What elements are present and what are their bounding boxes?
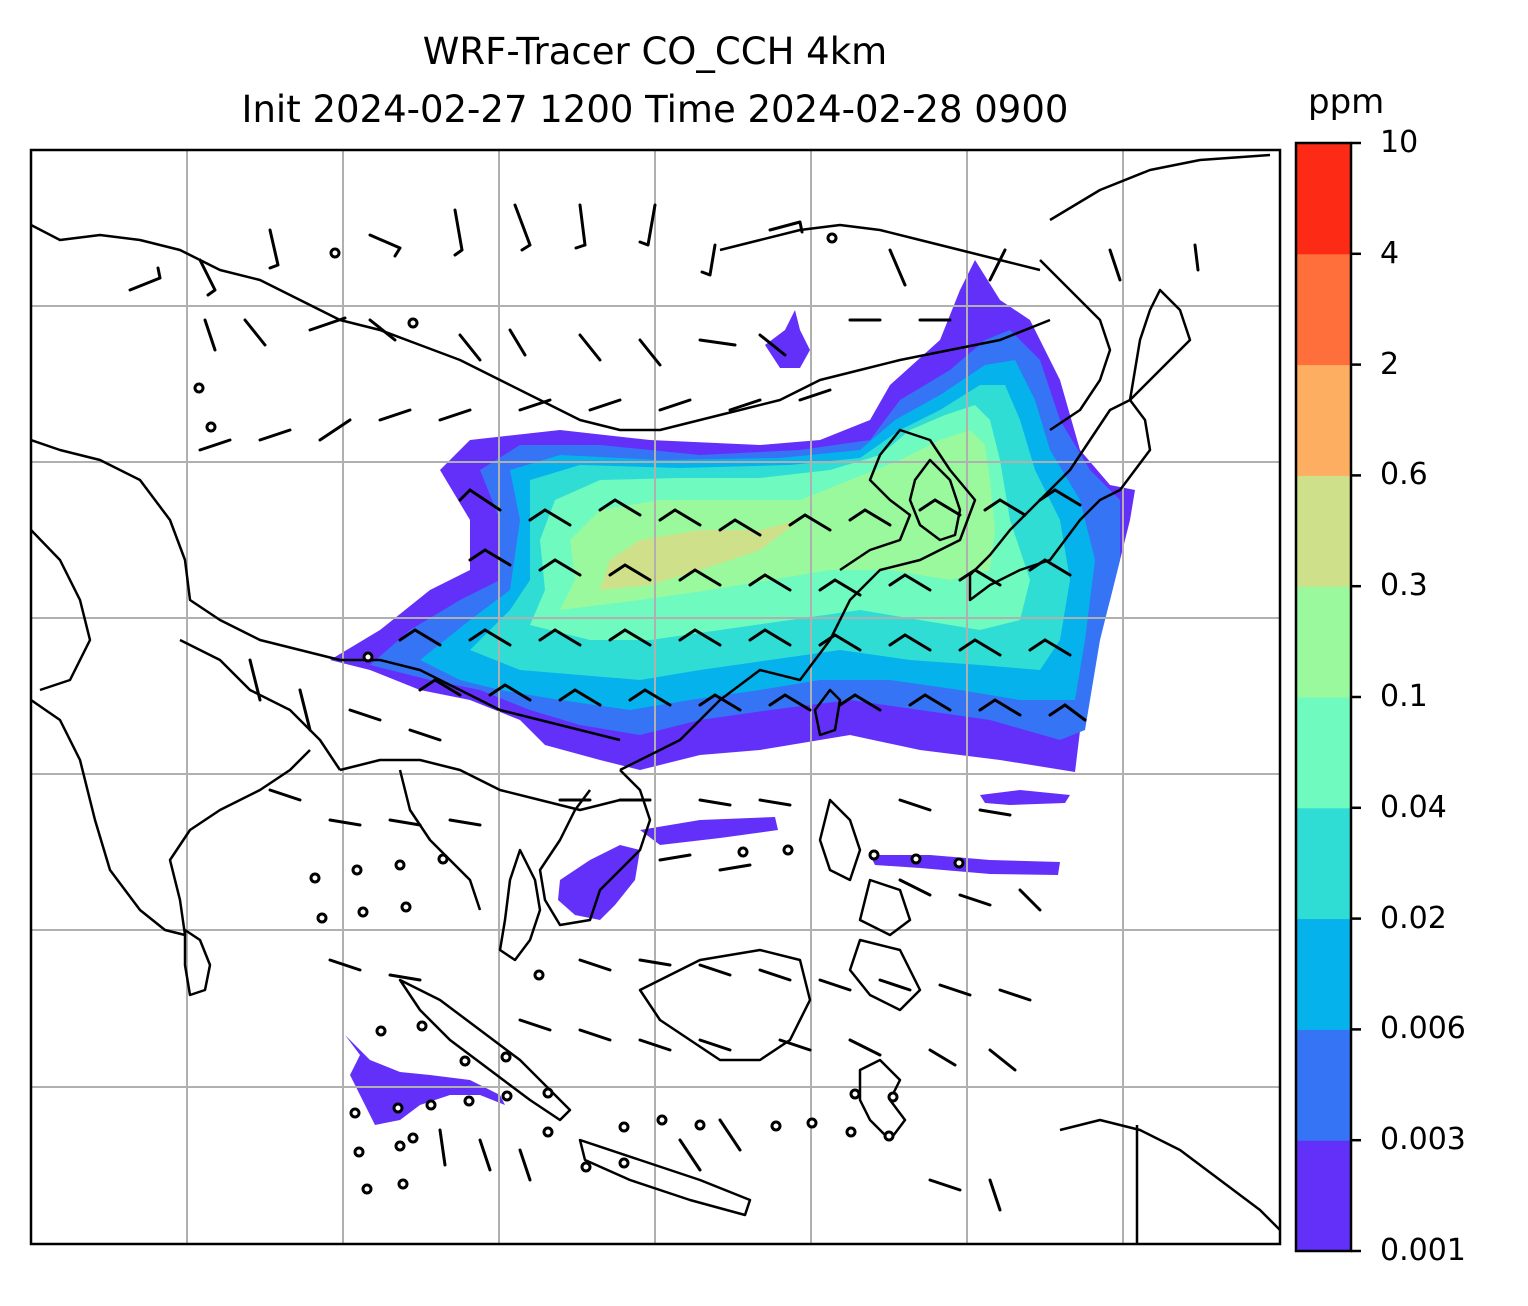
colorbar-block [1296,1029,1351,1141]
colorbar-tick-label: 0.3 [1380,568,1428,604]
colorbar-tick-label: 2 [1380,346,1400,382]
colorbar-block [1296,697,1351,809]
colorbar-tick-label: 4 [1380,235,1400,271]
colorbar-block [1296,586,1351,698]
map-frame [29,148,1282,1246]
colorbar-tick-label: 0.1 [1380,679,1428,714]
colorbar-block [1296,364,1351,476]
colorbar-tick-label: 0.003 [1380,1122,1466,1158]
colorbar-tick-label: 0.04 [1380,789,1447,825]
colorbar-blocks [1296,143,1351,1252]
colorbar-block [1296,1140,1351,1252]
coastlines [31,153,1280,1244]
colorbar-block [1296,253,1351,366]
gridlines [31,150,1280,1244]
colorbar-frame [1294,141,1353,1253]
calm-wind-circles [193,232,965,1195]
colorbar-tick-label: 0.006 [1380,1011,1466,1047]
map-title-line-2: Init 2024-02-27 1200 Time 2024-02-28 090… [241,88,1069,131]
tracer-plume [330,260,1135,1125]
colorbar-block [1296,807,1351,920]
colorbar-block [1296,918,1351,1030]
wind-barbs [128,203,1200,1212]
colorbar-block [1296,475,1351,587]
colorbar-tick-label: 0.02 [1380,900,1447,936]
colorbar-unit-label: ppm [1308,82,1385,122]
colorbar-tick-label: 0.6 [1380,457,1428,493]
colorbar-block [1296,143,1351,255]
colorbar-ticks [1351,141,1361,1253]
colorbar-tick-label: 10 [1380,125,1419,160]
map-title-line-1: WRF-Tracer CO_CCH 4km [422,30,888,73]
colorbar-tick-label: 0.001 [1380,1233,1466,1268]
